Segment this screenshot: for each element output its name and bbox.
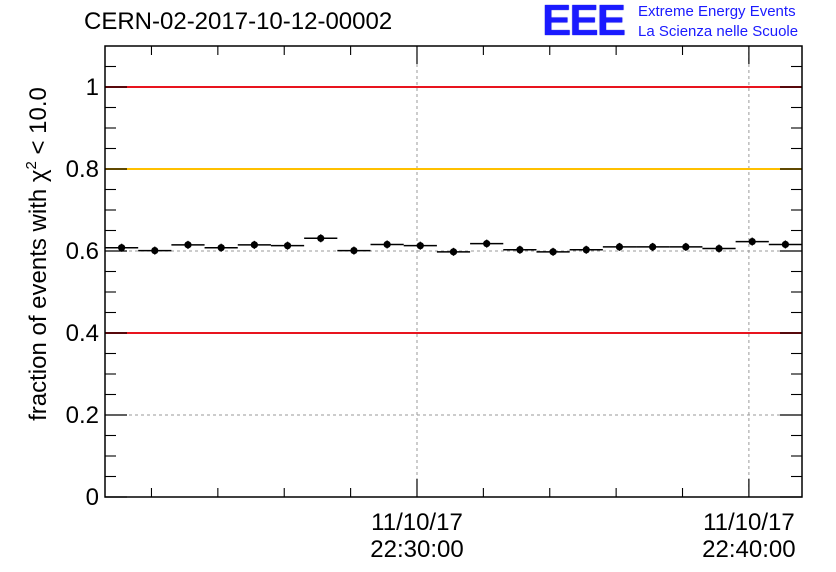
data-point-marker — [649, 243, 657, 251]
data-point-marker — [151, 246, 159, 255]
y-tick-label: 0.6 — [66, 238, 99, 265]
data-point-marker — [781, 240, 790, 249]
chart-title: CERN-02-2017-10-12-00002 — [84, 8, 393, 35]
y-axis-label-tail: < 10.0 — [25, 87, 52, 161]
x-tick-label-time: 22:30:00 — [370, 536, 463, 563]
data-point-marker — [217, 244, 225, 252]
data-point-marker — [549, 248, 557, 256]
data-point-marker — [383, 240, 391, 249]
logo-line-2: La Scienza nelle Scuole — [638, 23, 799, 40]
y-tick-label: 1 — [86, 74, 99, 101]
data-point-marker — [184, 241, 192, 249]
data-point-marker — [483, 240, 491, 248]
eee-logo-mark: EEE — [542, 0, 626, 45]
x-tick-label-date: 11/10/17 — [703, 509, 795, 536]
data-point-marker — [416, 242, 424, 250]
axis-ticks: 00.20.40.60.8111/10/1722:30:0011/10/1722… — [66, 46, 802, 563]
plot-frame — [104, 45, 803, 498]
data-point-marker — [317, 234, 325, 242]
logo-line-1: Extreme Energy Events — [638, 3, 796, 20]
y-axis-label: fraction of events with χ2 < 10.0 — [23, 87, 52, 421]
data-point-marker — [250, 241, 258, 249]
x-tick-label-time: 22:40:00 — [702, 536, 795, 563]
data-point-marker — [449, 248, 458, 256]
eee-logo: EEE Extreme Energy Events La Scienza nel… — [540, 0, 830, 44]
data-point-marker — [715, 244, 723, 253]
y-tick-label: 0.8 — [66, 156, 99, 183]
data-point-marker — [582, 246, 590, 254]
data-point-marker — [350, 246, 358, 255]
plot-area-border — [104, 45, 803, 498]
reference-lines — [105, 86, 802, 334]
y-axis-label-sup: 2 — [23, 161, 40, 169]
data-point-marker — [682, 243, 690, 251]
data-point-marker — [615, 243, 624, 251]
data-point-marker — [283, 242, 292, 250]
data-point-marker — [516, 246, 524, 254]
data-points — [105, 234, 802, 256]
data-point-marker — [748, 237, 756, 246]
y-tick-label: 0.4 — [66, 320, 99, 347]
y-axis-label-main: fraction of events with χ — [25, 169, 52, 421]
y-tick-label: 0 — [86, 484, 99, 511]
grid-lines — [105, 46, 802, 497]
y-tick-label: 0.2 — [66, 402, 99, 429]
x-tick-label-date: 11/10/17 — [371, 509, 463, 536]
data-point-marker — [117, 244, 126, 252]
